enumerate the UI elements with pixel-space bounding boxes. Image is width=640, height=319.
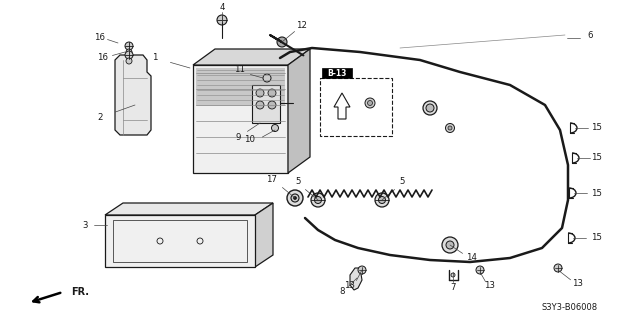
Text: 11: 11 (234, 65, 246, 75)
Circle shape (554, 264, 562, 272)
Circle shape (222, 57, 226, 61)
Circle shape (247, 55, 256, 63)
Text: 13: 13 (484, 280, 495, 290)
Circle shape (446, 241, 454, 249)
Circle shape (272, 52, 284, 64)
Circle shape (445, 123, 454, 132)
Text: 8: 8 (339, 287, 345, 296)
Text: 13: 13 (344, 280, 355, 290)
Circle shape (378, 197, 385, 204)
Text: 5: 5 (295, 177, 301, 187)
Text: 1: 1 (152, 54, 157, 63)
Text: 13: 13 (573, 278, 584, 287)
Circle shape (126, 58, 132, 64)
Bar (113, 220, 247, 262)
Bar (322, 68, 352, 78)
Text: 16: 16 (97, 53, 109, 62)
Text: 7: 7 (451, 283, 456, 292)
Circle shape (291, 194, 299, 202)
Circle shape (234, 55, 243, 63)
Text: 15: 15 (591, 189, 602, 197)
Bar (193, 65, 288, 173)
Circle shape (275, 55, 281, 61)
Bar (320, 78, 392, 136)
Circle shape (256, 101, 264, 109)
Text: 9: 9 (236, 132, 241, 142)
Circle shape (216, 55, 221, 61)
Circle shape (220, 55, 228, 63)
Circle shape (126, 49, 132, 55)
Circle shape (358, 266, 366, 274)
Circle shape (278, 57, 282, 61)
Circle shape (261, 55, 270, 63)
Circle shape (263, 74, 271, 82)
Circle shape (256, 89, 264, 97)
Circle shape (375, 193, 389, 207)
Circle shape (205, 55, 214, 63)
Polygon shape (288, 49, 310, 173)
Text: 3: 3 (83, 220, 88, 229)
Circle shape (268, 101, 276, 109)
Text: S3Y3-B06008: S3Y3-B06008 (542, 303, 598, 313)
Circle shape (125, 42, 133, 50)
Polygon shape (350, 268, 362, 290)
Circle shape (125, 51, 133, 59)
Circle shape (268, 89, 276, 97)
Circle shape (287, 190, 303, 206)
Polygon shape (105, 203, 273, 215)
Circle shape (271, 124, 278, 131)
Text: B-13: B-13 (327, 69, 347, 78)
Text: 15: 15 (591, 123, 602, 132)
Polygon shape (193, 49, 310, 65)
Circle shape (264, 57, 268, 61)
Text: FR.: FR. (71, 287, 89, 297)
Text: 17: 17 (266, 175, 278, 184)
Circle shape (212, 52, 225, 64)
Text: 5: 5 (399, 177, 404, 187)
Circle shape (423, 101, 437, 115)
Circle shape (294, 197, 296, 199)
Text: 12: 12 (296, 20, 307, 29)
Circle shape (448, 126, 452, 130)
Circle shape (275, 55, 284, 63)
Circle shape (236, 57, 240, 61)
Polygon shape (115, 55, 151, 135)
Text: 10: 10 (244, 136, 255, 145)
Polygon shape (255, 203, 273, 267)
Circle shape (314, 197, 321, 204)
Circle shape (426, 104, 434, 112)
Text: 16: 16 (95, 33, 106, 41)
Bar (252, 85, 280, 123)
Text: 15: 15 (591, 153, 602, 162)
Bar (196, 68, 285, 106)
Text: 2: 2 (97, 114, 103, 122)
Circle shape (476, 266, 484, 274)
Circle shape (277, 37, 287, 47)
Circle shape (442, 237, 458, 253)
Text: 6: 6 (588, 31, 593, 40)
Circle shape (208, 57, 212, 61)
Circle shape (365, 98, 375, 108)
Circle shape (250, 57, 254, 61)
Text: 4: 4 (220, 3, 225, 11)
Text: 14: 14 (467, 254, 477, 263)
Bar (105, 215, 255, 267)
Circle shape (217, 15, 227, 25)
Circle shape (451, 273, 455, 277)
Circle shape (311, 193, 325, 207)
Circle shape (367, 100, 372, 106)
Text: 15: 15 (591, 234, 602, 242)
